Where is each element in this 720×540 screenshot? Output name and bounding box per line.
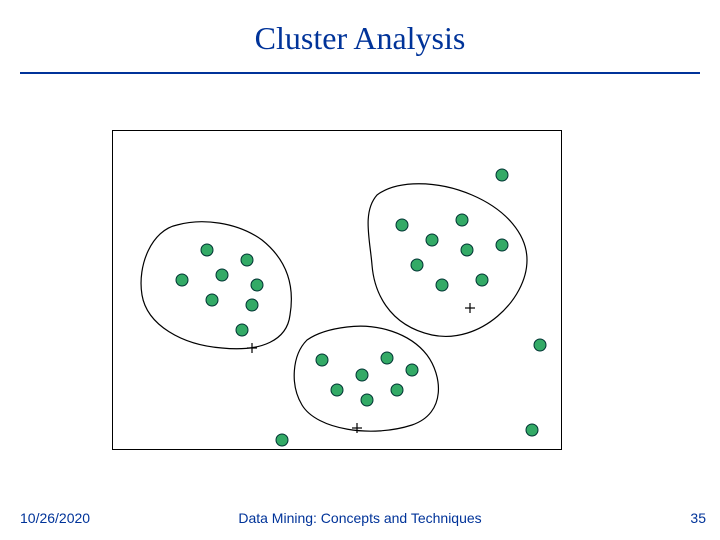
data-point	[236, 324, 248, 336]
data-point	[361, 394, 373, 406]
data-point	[381, 352, 393, 364]
data-point	[496, 239, 508, 251]
data-point	[476, 274, 488, 286]
data-point	[461, 244, 473, 256]
data-point	[526, 424, 538, 436]
data-point	[496, 169, 508, 181]
title-underline	[20, 72, 700, 74]
diagram-box	[112, 130, 562, 450]
footer-center: Data Mining: Concepts and Techniques	[0, 510, 720, 526]
data-point	[206, 294, 218, 306]
data-point	[391, 384, 403, 396]
data-point	[406, 364, 418, 376]
page-title: Cluster Analysis	[0, 20, 720, 57]
data-point	[426, 234, 438, 246]
data-point	[396, 219, 408, 231]
data-point	[241, 254, 253, 266]
data-point	[201, 244, 213, 256]
data-point	[216, 269, 228, 281]
data-point	[356, 369, 368, 381]
data-point	[276, 434, 288, 446]
data-point	[176, 274, 188, 286]
cluster-diagram	[112, 130, 562, 450]
data-point	[534, 339, 546, 351]
data-point	[331, 384, 343, 396]
data-point	[251, 279, 263, 291]
footer-page-number: 35	[690, 510, 706, 526]
data-point	[316, 354, 328, 366]
data-point	[436, 279, 448, 291]
data-point	[456, 214, 468, 226]
data-point	[411, 259, 423, 271]
data-point	[246, 299, 258, 311]
